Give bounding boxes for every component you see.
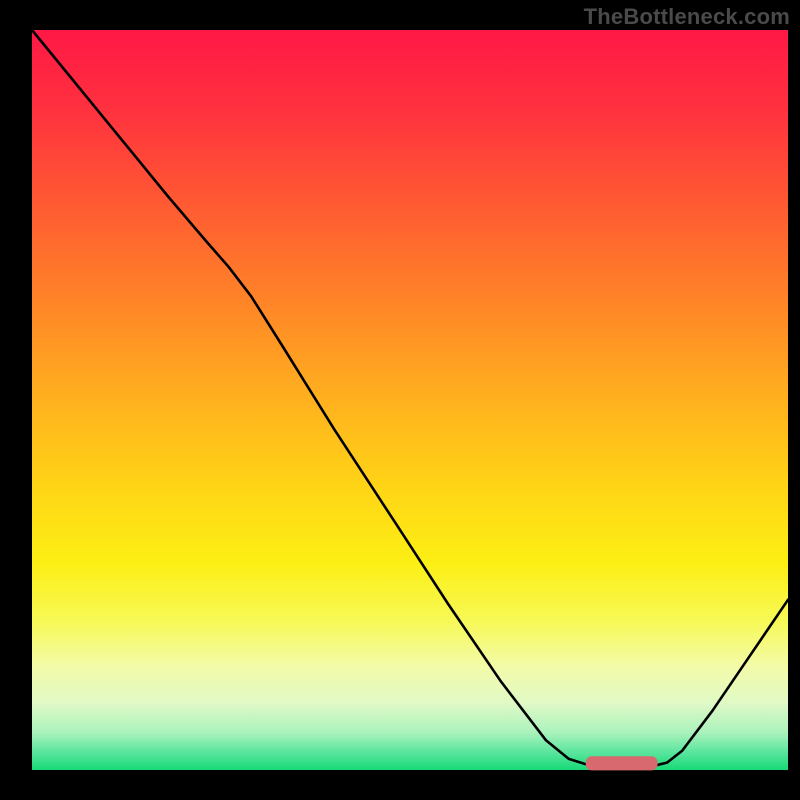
figure-canvas: TheBottleneck.com xyxy=(0,0,800,800)
plot-gradient-background xyxy=(32,30,788,770)
optimal-range-marker xyxy=(586,756,658,770)
chart-svg xyxy=(0,0,800,800)
watermark-text: TheBottleneck.com xyxy=(584,4,790,30)
